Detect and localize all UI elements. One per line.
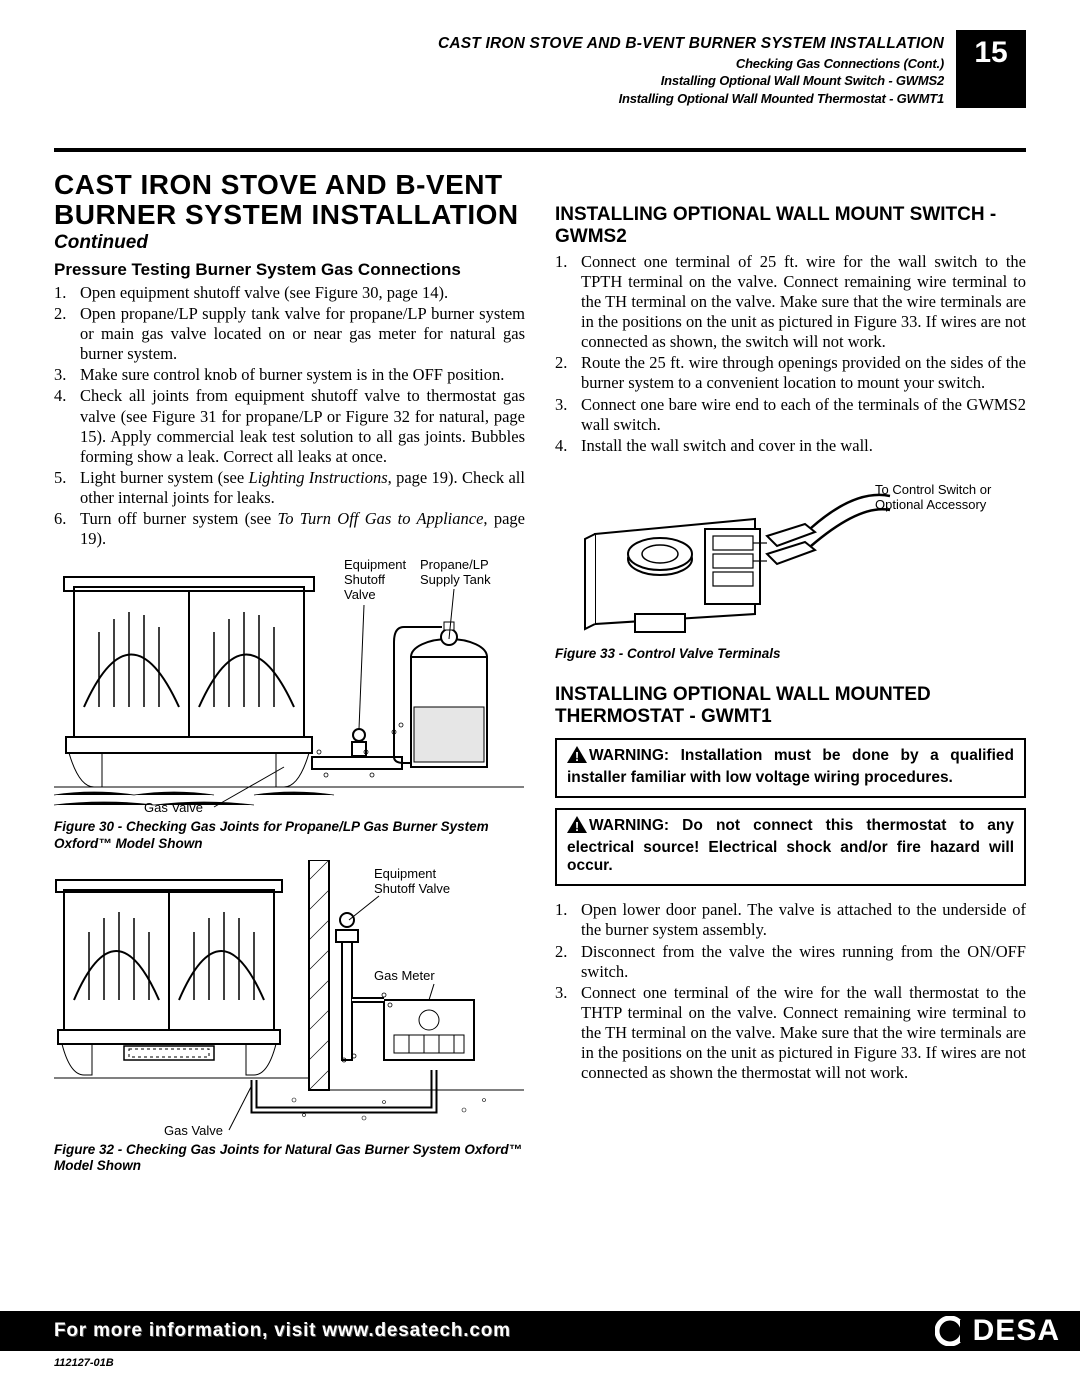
list-item: Check all joints from equipment shutoff … bbox=[54, 386, 525, 467]
gwms2-steps: Connect one terminal of 25 ft. wire for … bbox=[555, 252, 1026, 456]
figure-33: To Control Switch or Optional Accessory … bbox=[555, 474, 1026, 662]
list-item: Install the wall switch and cover in the… bbox=[555, 436, 1026, 456]
footer-text: For more information, visit www.desatech… bbox=[54, 1320, 935, 1342]
svg-text:Shutoff: Shutoff bbox=[344, 572, 385, 587]
page-footer: For more information, visit www.desatech… bbox=[0, 1311, 1080, 1397]
subhead-pressure-testing: Pressure Testing Burner System Gas Conne… bbox=[54, 260, 525, 280]
fig33-label: To Control Switch or bbox=[875, 482, 992, 497]
list-item: Open lower door panel. The valve is atta… bbox=[555, 900, 1026, 940]
left-column: Cast Iron Stove and B-Vent Burner System… bbox=[54, 170, 525, 1174]
figure-32: Equipment Shutoff Valve Gas Meter Gas Va… bbox=[54, 860, 525, 1174]
fig30-label-tank: Propane/LP bbox=[420, 557, 489, 572]
list-item: Open equipment shutoff valve (see Figure… bbox=[54, 283, 525, 303]
svg-text:!: ! bbox=[575, 749, 579, 763]
list-item: Make sure control knob of burner system … bbox=[54, 365, 525, 385]
continued-label: Continued bbox=[54, 232, 525, 254]
gwmt1-steps: Open lower door panel. The valve is atta… bbox=[555, 900, 1026, 1083]
list-item: Connect one terminal of the wire for the… bbox=[555, 983, 1026, 1084]
list-item: Light burner system (see Lighting Instru… bbox=[54, 468, 525, 508]
fig32-label-gasvalve: Gas Valve bbox=[164, 1123, 223, 1138]
fig32-label-equip: Equipment bbox=[374, 866, 437, 881]
desa-logo: DESA bbox=[935, 1314, 1060, 1348]
logo-icon bbox=[935, 1316, 969, 1346]
horizontal-rule bbox=[54, 148, 1026, 152]
warning-2-text: WARNING: Do not connect this thermostat … bbox=[567, 817, 1014, 875]
figure-33-svg: To Control Switch or Optional Accessory bbox=[555, 474, 1025, 644]
header-line-4: Installing Optional Wall Mounted Thermos… bbox=[54, 90, 944, 108]
svg-text:Optional Accessory: Optional Accessory bbox=[875, 497, 987, 512]
figure-30-svg: Equipment Shutoff Valve Propane/LP Suppl… bbox=[54, 557, 524, 817]
right-column: INSTALLING OPTIONAL WALL MOUNT SWITCH - … bbox=[555, 170, 1026, 1174]
section-title: Cast Iron Stove and B-Vent Burner System… bbox=[54, 170, 525, 230]
svg-text:Supply Tank: Supply Tank bbox=[420, 572, 491, 587]
svg-text:Shutoff Valve: Shutoff Valve bbox=[374, 881, 450, 896]
header-line-2: Checking Gas Connections (Cont.) bbox=[54, 55, 944, 73]
list-item: Open propane/LP supply tank valve for pr… bbox=[54, 304, 525, 364]
warning-icon: ! bbox=[567, 746, 587, 769]
figure-30-caption: Figure 30 - Checking Gas Joints for Prop… bbox=[54, 819, 525, 851]
list-item: Disconnect from the valve the wires runn… bbox=[555, 942, 1026, 982]
warning-box-1: ! WARNING: Installation must be done by … bbox=[555, 738, 1026, 798]
svg-text:!: ! bbox=[575, 819, 579, 833]
list-item: Connect one bare wire end to each of the… bbox=[555, 395, 1026, 435]
fig32-label-meter: Gas Meter bbox=[374, 968, 435, 983]
head-gwms2: INSTALLING OPTIONAL WALL MOUNT SWITCH - … bbox=[555, 204, 1026, 248]
head-gwmt1: INSTALLING OPTIONAL WALL MOUNTED THERMOS… bbox=[555, 684, 1026, 728]
logo-text: DESA bbox=[973, 1314, 1060, 1348]
figure-32-caption: Figure 32 - Checking Gas Joints for Natu… bbox=[54, 1142, 525, 1174]
list-item: Route the 25 ft. wire through openings p… bbox=[555, 353, 1026, 393]
list-item: Connect one terminal of 25 ft. wire for … bbox=[555, 252, 1026, 353]
page-number-box: 15 bbox=[956, 30, 1026, 108]
pressure-test-steps: Open equipment shutoff valve (see Figure… bbox=[54, 283, 525, 550]
figure-32-svg: Equipment Shutoff Valve Gas Meter Gas Va… bbox=[54, 860, 524, 1140]
fig30-label-equip: Equipment bbox=[344, 557, 407, 572]
figure-30: Equipment Shutoff Valve Propane/LP Suppl… bbox=[54, 557, 525, 851]
figure-33-caption: Figure 33 - Control Valve Terminals bbox=[555, 646, 1026, 662]
running-header: CAST IRON STOVE AND B-VENT BURNER SYSTEM… bbox=[54, 30, 1026, 108]
fig30-label-gasvalve: Gas Valve bbox=[144, 800, 203, 815]
warning-1-text: WARNING: Installation must be done by a … bbox=[567, 747, 1014, 786]
list-item: Turn off burner system (see To Turn Off … bbox=[54, 509, 525, 549]
header-line-3: Installing Optional Wall Mount Switch - … bbox=[54, 72, 944, 90]
document-id: 112127-01B bbox=[0, 1351, 1080, 1369]
svg-text:Valve: Valve bbox=[344, 587, 376, 602]
warning-box-2: ! WARNING: Do not connect this thermosta… bbox=[555, 808, 1026, 887]
warning-icon: ! bbox=[567, 816, 587, 839]
header-line-1: CAST IRON STOVE AND B-VENT BURNER SYSTEM… bbox=[54, 34, 944, 55]
